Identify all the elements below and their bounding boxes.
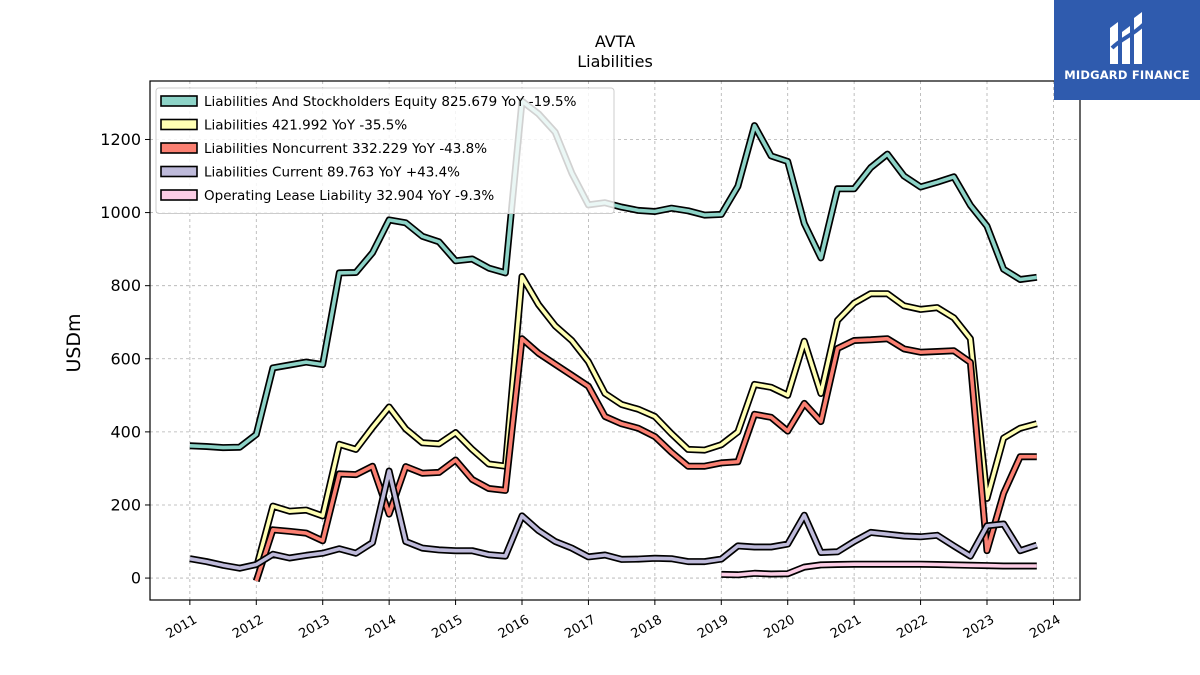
legend-label: Liabilities 421.992 YoY -35.5% [204, 118, 407, 134]
y-tick-label: 600 [110, 349, 141, 368]
x-tick-label: 2020 [762, 612, 798, 642]
series-2 [252, 335, 1037, 583]
x-tick-label: 2021 [828, 612, 864, 642]
series-line [721, 562, 1037, 577]
x-tick-label: 2017 [562, 612, 598, 642]
y-tick-label: 0 [131, 569, 141, 588]
series-line [189, 469, 1038, 570]
y-tick-label: 1200 [100, 130, 141, 149]
legend-swatch [160, 189, 198, 201]
series-line [254, 274, 1038, 569]
legend-item: Operating Lease Liability 32.904 YoY -9.… [160, 188, 494, 204]
y-tick-label: 1000 [100, 203, 141, 222]
x-tick-label: 2013 [297, 612, 333, 642]
series-3 [189, 467, 1038, 572]
y-tick-label: 400 [110, 422, 141, 441]
x-tick-label: 2023 [961, 612, 997, 642]
legend-label: Liabilities And Stockholders Equity 825.… [204, 94, 577, 110]
y-axis-label: USDm [63, 313, 85, 372]
plot-frame [149, 80, 1081, 601]
y-axis: 0 200 400 600 800 1000 1200 [100, 130, 150, 588]
y-tick-label: 200 [110, 495, 141, 514]
legend-item: Liabilities Noncurrent 332.229 YoY -43.8… [160, 141, 487, 157]
legend-label: Liabilities Noncurrent 332.229 YoY -43.8… [204, 141, 487, 157]
y-tick-label: 800 [110, 276, 141, 295]
x-tick-label: 2014 [363, 612, 399, 642]
chart-title: AVTA [595, 32, 635, 51]
legend-label: Operating Lease Liability 32.904 YoY -9.… [204, 188, 494, 204]
x-tick-label: 2019 [695, 612, 731, 642]
series-4 [721, 560, 1037, 579]
x-axis: 2011 2012 2013 2014 2015 2016 2017 2018 2019 2020… [164, 600, 1063, 642]
legend-label: Liabilities Current 89.763 YoY +43.4% [204, 165, 460, 181]
x-tick-label: 2018 [629, 612, 665, 642]
x-tick-label: 2016 [496, 612, 532, 642]
x-tick-label: 2024 [1027, 612, 1063, 642]
legend-swatch [160, 95, 198, 107]
series-line [254, 336, 1037, 582]
legend-item: Liabilities And Stockholders Equity 825.… [160, 94, 577, 110]
legend-item: Liabilities 421.992 YoY -35.5% [160, 118, 407, 134]
legend-item: Liabilities Current 89.763 YoY +43.4% [160, 165, 460, 181]
legend: Liabilities And Stockholders Equity 825.… [155, 87, 615, 214]
x-tick-label: 2011 [164, 612, 200, 642]
series-1 [252, 273, 1038, 569]
x-tick-label: 2022 [894, 612, 930, 642]
midgard-logo-icon [1110, 12, 1146, 64]
x-tick-label: 2012 [230, 612, 266, 642]
brand-logo: MIDGARD FINANCE [1054, 0, 1200, 100]
chart-subtitle: Liabilities [577, 52, 653, 71]
legend-box [155, 87, 615, 214]
brand-name: MIDGARD FINANCE [1064, 68, 1190, 82]
legend-swatch [160, 165, 198, 178]
x-tick-label: 2015 [429, 612, 465, 642]
legend-swatch [160, 142, 198, 154]
legend-swatch [160, 118, 198, 131]
